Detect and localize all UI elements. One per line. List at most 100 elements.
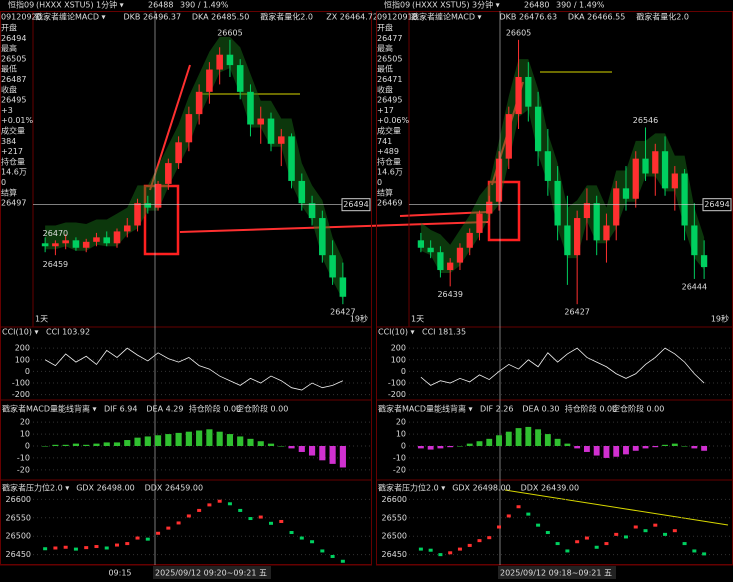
candle-body <box>456 247 464 263</box>
info-field: 最低 <box>1 64 17 74</box>
info-field: 最低 <box>377 64 393 74</box>
macd-bar <box>427 446 434 450</box>
candle-body <box>613 188 620 226</box>
candle-body <box>185 114 193 143</box>
info-field: 开盘 <box>1 23 17 33</box>
macd-bar <box>288 446 295 449</box>
y-tick-label: 26600 <box>6 495 31 504</box>
y-tick-label: 200 <box>391 344 406 353</box>
pressure-dot <box>73 547 78 551</box>
cci-line <box>44 347 344 391</box>
info-field: 26487 <box>1 75 26 84</box>
y-tick-label: 26500 <box>6 532 31 541</box>
candle-body <box>62 240 69 244</box>
indicator-header: DDX 26459.00 <box>145 484 204 493</box>
corner-label: 19秒 <box>711 314 729 324</box>
last-price: 26488 <box>148 1 173 10</box>
pressure-dot <box>104 546 109 550</box>
y-tick-label: -100 <box>12 379 30 388</box>
pressure-dot <box>63 545 68 549</box>
macd-bar <box>515 428 522 446</box>
candle-body <box>41 243 49 247</box>
candle-body <box>486 201 493 214</box>
pressure-dot <box>176 521 181 525</box>
candle-body <box>466 232 473 248</box>
indicator-header: 空仓阶段 0.00 <box>236 404 288 414</box>
macd-bar <box>623 446 629 455</box>
macd-bar <box>457 446 463 447</box>
candle-body <box>652 151 659 174</box>
macd-bar <box>196 430 203 446</box>
indicator-header: 戳家者MACD量能线背离 ▾ <box>2 404 97 414</box>
info-field: 26495 <box>377 96 402 105</box>
macd-bar <box>574 446 581 449</box>
pressure-dot <box>197 508 202 512</box>
info-field: 14.6万 <box>1 168 27 177</box>
macd-bar <box>93 443 100 446</box>
pressure-dot <box>156 531 161 535</box>
y-tick-label: 0 <box>401 367 406 376</box>
info-field: 0 <box>377 178 382 187</box>
pressure-dot <box>248 517 253 521</box>
y-tick-label: 26500 <box>382 532 407 541</box>
pressure-dot <box>289 531 294 535</box>
candle-body <box>154 183 162 208</box>
indicator-header: DEA 0.30 <box>522 405 559 414</box>
candle-body <box>195 91 203 115</box>
indicator-header: CCI(10) ▾ <box>2 328 39 337</box>
price-label: 26605 <box>217 28 242 37</box>
indicator-header: DKA 26466.55 <box>568 13 625 22</box>
candle-body <box>82 241 90 248</box>
pressure-dot <box>94 545 99 549</box>
y-tick-label: -100 <box>388 379 406 388</box>
candle-body <box>72 240 80 248</box>
macd-bar <box>613 446 620 457</box>
candle-body <box>339 277 347 297</box>
price-label: 26470 <box>43 229 68 238</box>
macd-bar <box>525 426 532 446</box>
candle-body <box>515 76 522 115</box>
candle-body <box>642 158 649 174</box>
info-field: 结算 <box>1 187 17 197</box>
macd-bar <box>476 441 483 446</box>
info-field: +0.01% <box>1 116 34 125</box>
arrow <box>149 64 191 191</box>
macd-bar <box>329 446 336 464</box>
info-field: +0.06% <box>377 116 410 125</box>
macd-bar <box>496 435 502 446</box>
crosshair-tag <box>341 198 371 212</box>
info-field: 成交量 <box>1 126 25 136</box>
pressure-dot <box>125 542 130 546</box>
indicator-header: DEA 4.29 <box>146 405 183 414</box>
y-tick-label: 200 <box>15 344 30 353</box>
pressure-dot <box>536 523 541 527</box>
pressure-dot <box>448 551 453 555</box>
date-label: 2025/09/12 09:20~09:21 五 <box>155 569 267 578</box>
info-field: 741 <box>377 137 392 146</box>
price-label: 26459 <box>43 260 68 269</box>
pressure-dot <box>43 547 48 551</box>
pressure-dot <box>682 542 687 546</box>
y-tick-label: 26550 <box>6 513 31 522</box>
macd-bar <box>175 432 182 446</box>
macd-bar <box>206 429 213 446</box>
candle-body <box>247 91 254 125</box>
info-field: 26494 <box>1 34 26 43</box>
indicator-value: CCI 181.35 <box>422 328 466 337</box>
candle-body <box>236 65 244 92</box>
info-field: 最高 <box>377 43 393 53</box>
info-field: 26505 <box>377 54 402 63</box>
pressure-dot <box>526 512 531 516</box>
indicator-header: DKB 26496.37 <box>124 13 182 22</box>
macd-bar <box>554 438 561 446</box>
y-tick-label: 26600 <box>382 495 407 504</box>
info-field: 26505 <box>1 54 26 63</box>
info-field: 成交量 <box>377 126 401 136</box>
time-tag <box>153 566 271 579</box>
pressure-dot <box>330 554 335 558</box>
macd-bar <box>278 446 285 447</box>
pressure-dot <box>497 525 502 529</box>
candle-body <box>495 158 503 202</box>
candle-body <box>288 136 295 181</box>
candle-body <box>564 225 571 256</box>
